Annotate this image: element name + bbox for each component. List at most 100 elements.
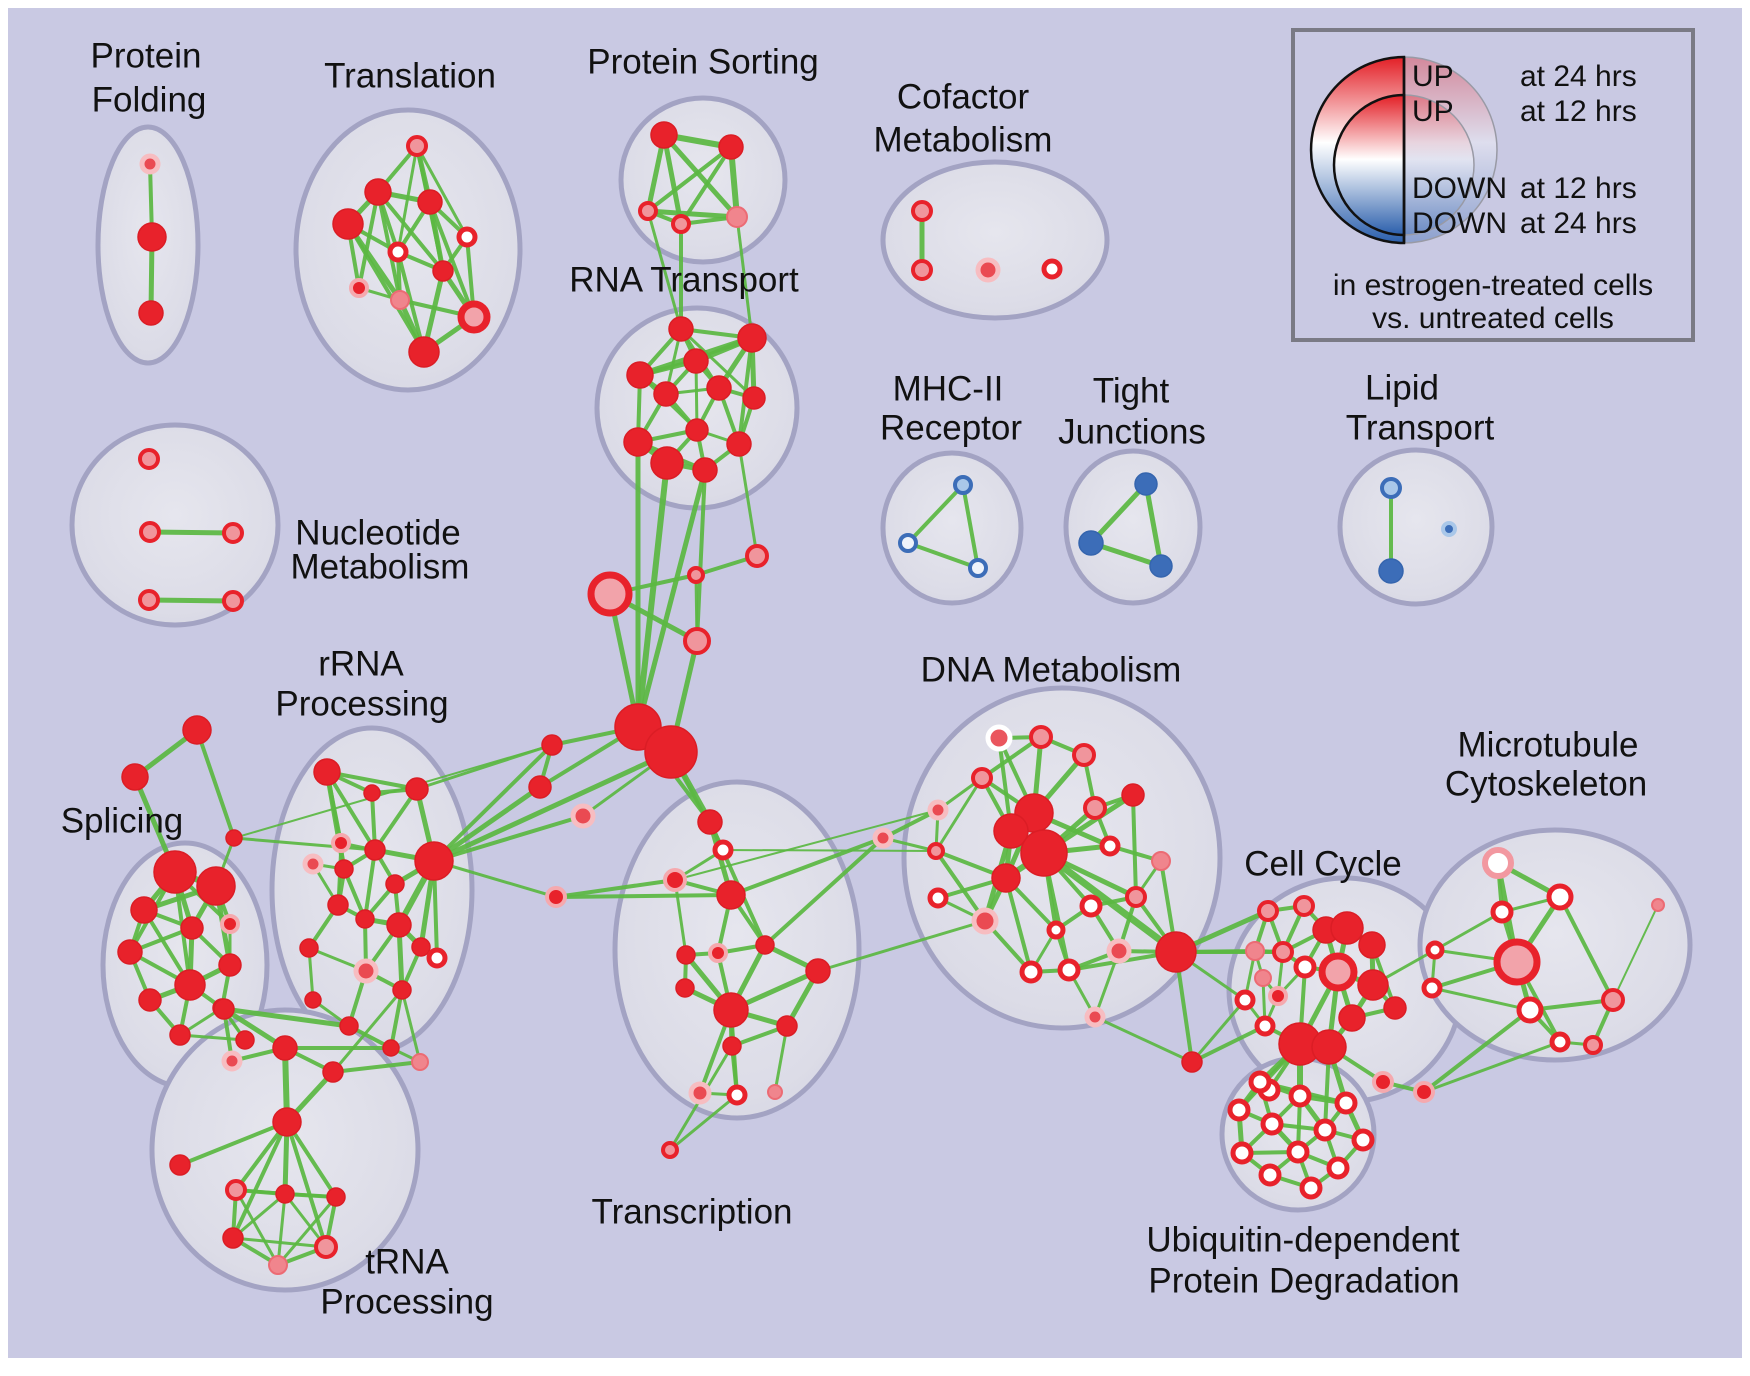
edge bbox=[389, 988, 404, 1050]
node-mt3 bbox=[1425, 940, 1445, 960]
node-rt3 bbox=[626, 361, 654, 389]
node-rr8 bbox=[385, 874, 405, 894]
node-dm10 bbox=[1099, 835, 1121, 857]
node-mh0 bbox=[953, 475, 973, 495]
cluster-label: Cell Cycle bbox=[1244, 844, 1402, 883]
edge bbox=[231, 1120, 289, 1240]
edge bbox=[1558, 895, 1615, 1002]
node-mt6 bbox=[1516, 996, 1544, 1024]
edge bbox=[1093, 1015, 1194, 1064]
edge bbox=[735, 215, 754, 340]
edge bbox=[673, 878, 688, 957]
node-ch2 bbox=[587, 571, 633, 617]
node-sp2 bbox=[130, 896, 158, 924]
node-rt5 bbox=[706, 375, 732, 401]
edge bbox=[906, 541, 980, 570]
cluster-label: Cofactor bbox=[897, 77, 1030, 116]
edge bbox=[646, 145, 733, 213]
node-tn2 bbox=[272, 1035, 298, 1061]
node-cc16 bbox=[1338, 1004, 1366, 1032]
edge bbox=[331, 1060, 422, 1074]
node-cc6 bbox=[1272, 941, 1294, 963]
node-sp11 bbox=[235, 1030, 255, 1050]
node-rr6 bbox=[364, 839, 386, 861]
edge bbox=[234, 1188, 280, 1267]
node-rt1 bbox=[737, 323, 767, 353]
edge bbox=[331, 988, 404, 1074]
node-sp8 bbox=[138, 988, 162, 1012]
cluster-label: tRNA bbox=[365, 1242, 449, 1281]
node-cc10 bbox=[1254, 969, 1272, 987]
node-sp6 bbox=[174, 969, 206, 1001]
cluster-label: Nucleotide bbox=[295, 513, 460, 552]
edge bbox=[679, 145, 733, 226]
node-mh1 bbox=[898, 533, 918, 553]
edge bbox=[363, 848, 377, 921]
node-dm22 bbox=[1084, 1006, 1106, 1028]
node-dm15 bbox=[971, 907, 999, 935]
node-ub6 bbox=[1351, 1128, 1375, 1152]
node-dm0 bbox=[985, 724, 1013, 752]
node-sp4 bbox=[117, 939, 143, 965]
node-ub10 bbox=[1258, 1163, 1282, 1187]
node-tx3 bbox=[716, 880, 746, 910]
legend-down-12-label: DOWN bbox=[1412, 172, 1507, 205]
node-dm8 bbox=[993, 813, 1029, 849]
node-px1 bbox=[1413, 1081, 1435, 1103]
edge bbox=[373, 787, 419, 852]
legend-up-12-time: at 12 hrs bbox=[1520, 95, 1637, 128]
edge bbox=[679, 327, 756, 400]
cluster-cofactor-metabolism bbox=[880, 159, 1110, 321]
cluster-nucleotide-metabolism bbox=[69, 422, 281, 628]
cluster-lipid-transport bbox=[1337, 447, 1495, 607]
edge bbox=[285, 1120, 338, 1199]
edge bbox=[1088, 481, 1149, 546]
edge bbox=[1004, 876, 1033, 974]
node-tn10 bbox=[314, 1235, 338, 1259]
node-rr7 bbox=[414, 841, 454, 881]
node-cb1 bbox=[1181, 1051, 1203, 1073]
node-dm17 bbox=[1079, 894, 1103, 918]
node-nm0 bbox=[138, 448, 160, 470]
cluster-label: Metabolism bbox=[291, 547, 470, 586]
edge bbox=[934, 776, 984, 853]
node-dm4 bbox=[927, 799, 949, 821]
edge bbox=[1143, 481, 1164, 569]
node-ub4 bbox=[1260, 1112, 1284, 1136]
node-tx12 bbox=[688, 1081, 712, 1105]
node-ps0 bbox=[650, 121, 678, 149]
edge bbox=[1422, 1040, 1562, 1094]
cluster-label: MHC-II bbox=[893, 369, 1004, 408]
node-mt9 bbox=[1583, 1035, 1603, 1055]
node-sp7 bbox=[218, 953, 242, 977]
edge bbox=[906, 483, 965, 545]
node-dm1 bbox=[1029, 725, 1053, 749]
node-tx6 bbox=[755, 935, 775, 955]
node-cc15 bbox=[1311, 1029, 1347, 1065]
node-dm5 bbox=[1083, 796, 1107, 820]
edge bbox=[195, 728, 236, 840]
edge bbox=[737, 442, 759, 558]
node-tx5 bbox=[708, 943, 728, 963]
node-rr19 bbox=[382, 1039, 400, 1057]
edge bbox=[432, 814, 585, 863]
edge bbox=[661, 132, 740, 220]
node-tx4 bbox=[676, 945, 696, 965]
node-rr4 bbox=[302, 853, 324, 875]
node-tn9 bbox=[222, 1227, 244, 1249]
node-rr9 bbox=[327, 894, 349, 916]
node-rr11 bbox=[386, 912, 412, 938]
node-rt2 bbox=[683, 348, 709, 374]
edge bbox=[1422, 1008, 1532, 1094]
edge bbox=[346, 222, 426, 354]
node-cc5 bbox=[1245, 941, 1265, 961]
node-fx0 bbox=[541, 734, 563, 756]
node-lt1 bbox=[1378, 558, 1404, 584]
node-dm9 bbox=[1020, 829, 1068, 877]
node-tr2 bbox=[332, 208, 364, 240]
edge bbox=[325, 770, 377, 852]
node-nm2 bbox=[222, 522, 244, 544]
node-sp3 bbox=[180, 916, 204, 940]
node-ub3 bbox=[1227, 1098, 1251, 1122]
node-tx15 bbox=[661, 1141, 679, 1159]
